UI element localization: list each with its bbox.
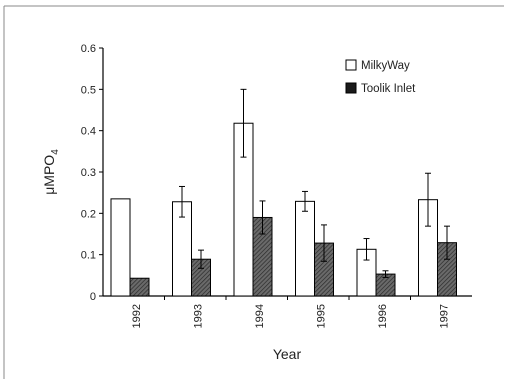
y-tick-label: 0.4: [81, 126, 96, 138]
x-tick-label: 1992: [131, 304, 143, 328]
y-tick-label: 0.1: [81, 250, 96, 262]
y-axis-title: μMPO4: [41, 149, 61, 195]
bar-toolik-inlet: [129, 277, 150, 297]
legend-label-toolik-inlet: Toolik Inlet: [361, 83, 416, 95]
bars: [110, 122, 457, 297]
y-ticks: 0 0.1 0.2 0.3 0.4 0.5 0.6: [81, 43, 411, 303]
x-tick-labels: 1992 1993 1994 1995 1996 1997: [131, 304, 451, 328]
x-tick-label: 1993: [192, 304, 204, 328]
x-tick-label: 1995: [315, 304, 327, 328]
x-axis-title: Year: [273, 346, 302, 362]
error-bars: [179, 88, 450, 278]
y-tick-label: 0.5: [81, 84, 96, 96]
y-axis-title-subscript: 4: [50, 149, 61, 155]
legend: MilkyWay Toolik Inlet: [345, 59, 416, 95]
y-tick-label: 0.2: [81, 208, 96, 220]
x-tick-label: 1997: [438, 304, 450, 328]
y-tick-label: 0.6: [81, 43, 96, 55]
y-axis-title-base: μMPO: [41, 155, 57, 195]
x-tick-label: 1996: [377, 304, 389, 328]
bar-milkyway: [295, 200, 315, 297]
legend-swatch-toolik-inlet: [345, 82, 357, 94]
legend-label-milkyway: MilkyWay: [361, 60, 410, 72]
y-tick-label: 0.3: [81, 167, 96, 179]
legend-swatch-milkyway: [345, 59, 357, 71]
bar-milkyway: [110, 198, 131, 297]
y-tick-label: 0: [90, 291, 96, 303]
x-tick-label: 1994: [254, 304, 266, 328]
